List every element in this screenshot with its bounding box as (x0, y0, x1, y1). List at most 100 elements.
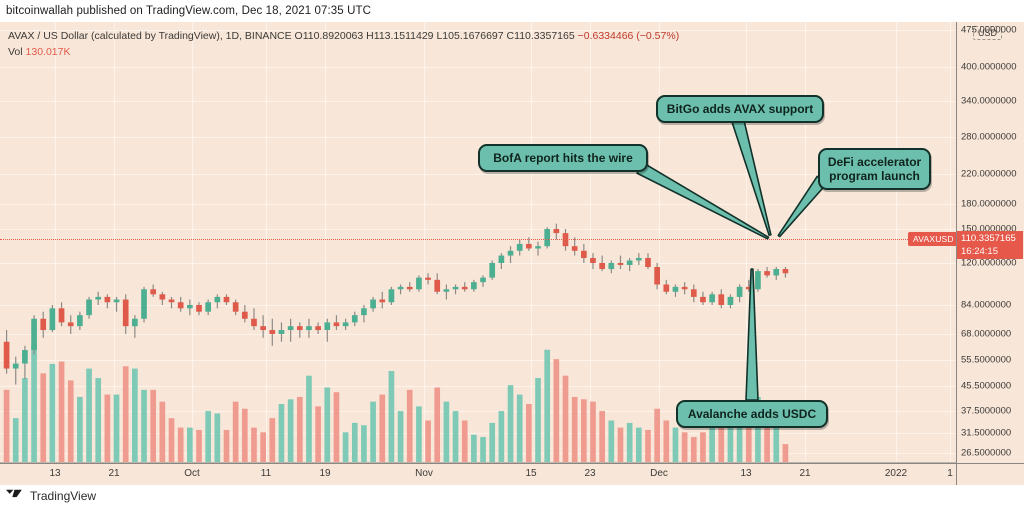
candle-body (86, 299, 92, 316)
publisher-strip: bitcoinwallah published on TradingView.c… (0, 0, 1024, 22)
gridline-vertical (659, 22, 660, 463)
candle-body (535, 246, 541, 249)
volume-bar (608, 420, 615, 463)
candle-body (663, 284, 670, 292)
candle-body (388, 289, 395, 303)
time-axis-tick: Dec (650, 468, 668, 479)
volume-bar (461, 420, 468, 463)
volume-bar (507, 385, 514, 463)
candle-wick (170, 296, 173, 309)
candle-wick (115, 296, 118, 312)
price-axis-tick: 475.0000000 (961, 24, 1017, 36)
price-axis-tick: 68.0000000 (961, 328, 1012, 340)
volume-bar (159, 401, 166, 463)
time-axis-tick: 19 (319, 468, 331, 479)
candle-body (122, 299, 129, 327)
volume-bar (12, 418, 19, 463)
candle-wick (445, 284, 447, 300)
legend-symbol-row: AVAX / US Dollar (calculated by TradingV… (8, 28, 679, 44)
candle-body (617, 263, 624, 265)
time-axis-tick: 13 (740, 468, 752, 479)
gridline-vertical (746, 22, 747, 463)
axis-corner-divider (956, 464, 957, 485)
time-axis[interactable]: 13 21 Oct 11 19 Nov 15 23 Dec 13 21 2022 1 (0, 463, 1024, 485)
time-axis-tick: 15 (525, 468, 537, 479)
time-axis-tick: 21 (108, 468, 120, 479)
candle-body (571, 246, 578, 251)
volume-bar (599, 411, 605, 463)
candle-body (755, 271, 761, 290)
candle-body (251, 318, 257, 327)
volume-bar (104, 394, 111, 463)
candle-body (12, 363, 19, 369)
candle-wick (748, 279, 750, 292)
publisher-text: bitcoinwallah published on TradingView.c… (6, 5, 372, 17)
candle-body (150, 289, 157, 295)
volume-bar (571, 396, 578, 463)
volume-bar (86, 368, 92, 463)
volume-bar (617, 427, 624, 463)
candle-wick (290, 318, 292, 342)
candle-body (31, 318, 37, 351)
legend-close-label: C (506, 30, 515, 42)
candle-body (306, 326, 312, 331)
candle-body (406, 286, 413, 290)
candle-body (168, 299, 175, 303)
gridline-horizontal (0, 334, 956, 335)
time-axis-tick: 23 (584, 468, 596, 479)
volume-bar (654, 408, 660, 463)
time-axis-tick: 21 (799, 468, 811, 479)
volume-bar (663, 420, 670, 463)
volume-bar (388, 370, 395, 463)
volume-bar (324, 387, 331, 463)
gridline-horizontal (0, 411, 956, 412)
volume-bar (452, 411, 459, 463)
candle-body (635, 258, 642, 261)
time-axis-tick: 2022 (884, 468, 908, 479)
currency-badge: USD (973, 26, 1003, 40)
candle-body (361, 308, 367, 316)
price-axis-tick: 26.5000000 (961, 447, 1012, 459)
candle-body (324, 322, 331, 331)
gridline-horizontal (0, 360, 956, 361)
volume-bar (187, 427, 193, 463)
candle-body (159, 294, 166, 300)
gridline-vertical (192, 22, 193, 463)
volume-bar (22, 378, 28, 463)
candle-body (452, 286, 459, 290)
volume-bar (205, 411, 211, 463)
candle-wick (15, 356, 17, 385)
time-axis-tick: Nov (415, 468, 433, 479)
chart-legend: AVAX / US Dollar (calculated by TradingV… (8, 28, 679, 60)
legend-low-value: 105.1676697 (442, 30, 504, 42)
volume-bar (498, 411, 505, 463)
price-axis-tick: 220.0000000 (961, 168, 1017, 180)
last-price-line (0, 239, 956, 240)
candle-body (581, 250, 587, 258)
price-axis-tick: 180.0000000 (961, 198, 1017, 210)
volume-bar (516, 394, 523, 463)
volume-bar (232, 401, 239, 463)
volume-bar (626, 422, 633, 463)
volume-bar (132, 368, 138, 463)
volume-bar (700, 432, 706, 463)
volume-bar (471, 434, 477, 463)
candle-body (654, 266, 660, 285)
candle-body (434, 279, 441, 292)
candle-body (77, 315, 83, 327)
candle-body (278, 330, 285, 334)
candle-body (141, 289, 147, 319)
volume-bar (306, 375, 312, 463)
time-axis-tick: 1 (947, 468, 953, 479)
volume-bar (361, 425, 367, 463)
candle-body (498, 255, 505, 263)
price-axis-tick: 120.0000000 (961, 257, 1017, 269)
volume-bar (278, 404, 285, 463)
candle-body (507, 250, 514, 256)
volume-bar (40, 373, 47, 463)
candle-body (736, 286, 743, 297)
plot-area[interactable]: AVAXUSD (0, 22, 956, 463)
volume-bar (581, 399, 587, 463)
volume-bar (690, 437, 697, 463)
tradingview-wordmark: TradingView (30, 488, 97, 503)
